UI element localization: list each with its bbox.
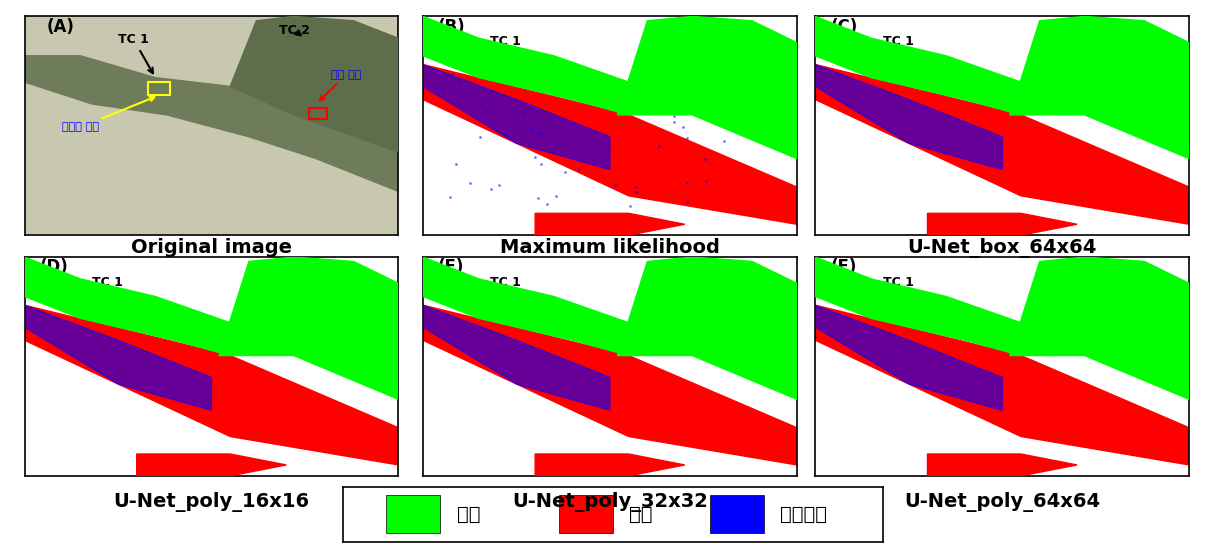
- Text: 혼합 식생: 혼합 식생: [320, 69, 362, 100]
- Polygon shape: [815, 305, 1003, 410]
- Text: TC 1: TC 1: [490, 35, 532, 74]
- Text: TC 1: TC 1: [883, 35, 924, 74]
- Polygon shape: [423, 257, 629, 356]
- Text: U-Net_poly_32x32: U-Net_poly_32x32: [512, 492, 707, 513]
- Text: TC 2: TC 2: [677, 265, 709, 277]
- Polygon shape: [535, 213, 684, 235]
- Text: 소규모 패치: 소규모 패치: [61, 97, 154, 132]
- Text: TC 1: TC 1: [490, 276, 532, 315]
- Text: TC 1: TC 1: [118, 33, 153, 73]
- FancyBboxPatch shape: [710, 495, 764, 533]
- Text: Maximum likelihood: Maximum likelihood: [500, 238, 720, 257]
- Text: (A): (A): [47, 18, 75, 36]
- Text: TC 2: TC 2: [677, 24, 709, 37]
- Polygon shape: [423, 65, 797, 224]
- Polygon shape: [423, 16, 629, 115]
- Polygon shape: [535, 454, 684, 476]
- Polygon shape: [815, 65, 1003, 170]
- Text: TC 2: TC 2: [1069, 24, 1101, 37]
- Polygon shape: [815, 257, 1021, 356]
- Text: Original image: Original image: [131, 238, 292, 257]
- Polygon shape: [25, 305, 212, 410]
- Text: (C): (C): [830, 18, 857, 36]
- Polygon shape: [928, 213, 1078, 235]
- Polygon shape: [25, 305, 398, 465]
- Polygon shape: [137, 454, 286, 476]
- Text: TC 2: TC 2: [278, 24, 310, 37]
- Text: (B): (B): [438, 18, 466, 36]
- Polygon shape: [815, 16, 1021, 115]
- Polygon shape: [25, 257, 230, 356]
- Polygon shape: [25, 56, 398, 191]
- Text: TC 2: TC 2: [1069, 265, 1101, 277]
- Text: U-Net_poly_64x64: U-Net_poly_64x64: [905, 492, 1100, 513]
- Polygon shape: [1010, 257, 1189, 399]
- Polygon shape: [618, 16, 797, 159]
- Text: TC 1: TC 1: [92, 276, 134, 315]
- Text: (D): (D): [39, 258, 69, 276]
- Polygon shape: [230, 16, 398, 152]
- Polygon shape: [423, 305, 797, 465]
- Text: U-Net_poly_16x16: U-Net_poly_16x16: [114, 492, 309, 513]
- Polygon shape: [815, 65, 1189, 224]
- Text: 갈대: 갈대: [456, 505, 481, 523]
- Polygon shape: [815, 305, 1189, 465]
- Text: TC 1: TC 1: [883, 276, 924, 315]
- Polygon shape: [423, 65, 611, 170]
- Text: 해홍나물: 해홍나물: [780, 505, 828, 523]
- Polygon shape: [618, 257, 797, 399]
- Text: (F): (F): [830, 258, 857, 276]
- Polygon shape: [1010, 16, 1189, 159]
- Polygon shape: [928, 454, 1078, 476]
- Text: (E): (E): [438, 258, 465, 276]
- FancyBboxPatch shape: [386, 495, 440, 533]
- Text: 갯벌: 갯벌: [629, 505, 652, 523]
- Text: U-Net_box_64x64: U-Net_box_64x64: [907, 238, 1097, 258]
- Text: TC 2: TC 2: [278, 265, 310, 277]
- FancyBboxPatch shape: [559, 495, 613, 533]
- Polygon shape: [219, 257, 398, 399]
- Polygon shape: [423, 305, 611, 410]
